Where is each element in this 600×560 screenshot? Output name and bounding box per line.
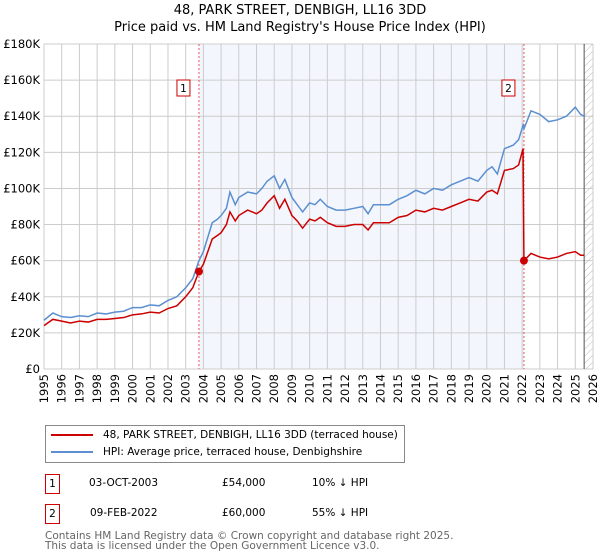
x-tick-label: 2005	[214, 374, 228, 403]
transaction-hpi: 55% ↓ HPI	[312, 507, 369, 519]
price-chart: £0 £20K £40K £60K £80K £100K £120K £140K £160K £1…	[3, 37, 600, 403]
x-tick-label: 1996	[55, 374, 69, 403]
x-tick-label: 2016	[409, 374, 423, 403]
x-tick-label: 2001	[143, 374, 157, 403]
x-tick-label: 1997	[72, 374, 86, 403]
x-tick-label: 2018	[444, 374, 458, 403]
x-tick-label: 2010	[303, 374, 317, 403]
transaction-marker: 2	[45, 504, 60, 524]
x-tick-label: 2023	[533, 374, 547, 403]
transaction-price: £54,000	[222, 477, 266, 489]
legend-item-hpi: HPI: Average price, terraced house, Denb…	[51, 446, 362, 458]
x-tick-label: 2007	[250, 374, 264, 403]
legend-swatch-red	[51, 434, 93, 436]
x-tick-label: 2017	[427, 374, 441, 403]
x-tick-label: 2009	[285, 374, 299, 403]
x-tick-label: 1995	[37, 374, 51, 403]
legend-label: HPI: Average price, terraced house, Denb…	[103, 446, 363, 458]
transaction-date: 09-FEB-2022	[90, 507, 158, 519]
sale-point	[519, 256, 528, 265]
annotation-box	[176, 79, 191, 97]
footer: Contains HM Land Registry data © Crown c…	[45, 530, 454, 552]
x-tick-label: 2008	[267, 374, 281, 403]
y-tick-label: £120K	[3, 145, 40, 159]
x-tick-label: 2019	[462, 374, 476, 403]
legend-swatch-blue	[51, 451, 93, 453]
y-tick-label: £0	[25, 362, 40, 376]
x-tick-label: 2026	[586, 374, 600, 403]
price-paid-line	[43, 148, 585, 327]
x-tick-label: 2002	[161, 374, 175, 403]
y-tick-label: £100K	[3, 181, 40, 195]
x-tick-label: 2025	[568, 374, 582, 403]
transaction-hpi: 10% ↓ HPI	[312, 477, 369, 489]
legend-item-property: 48, PARK STREET, DENBIGH, LL16 3DD (terr…	[51, 429, 398, 441]
y-tick-label: £20K	[11, 326, 41, 340]
transaction-row: 1 03-OCT-2003 £54,000 10% ↓ HPI	[45, 474, 405, 494]
y-tick-label: £140K	[3, 109, 40, 123]
legend-label: 48, PARK STREET, DENBIGH, LL16 3DD (terr…	[103, 429, 398, 441]
footer-line: This data is licensed under the Open Gov…	[45, 540, 380, 552]
x-tick-label: 2022	[515, 374, 529, 403]
x-tick-label: 2003	[179, 374, 193, 403]
hpi-line	[43, 106, 585, 321]
annotation-label: 1	[180, 83, 187, 95]
chart-title: 48, PARK STREET, DENBIGH, LL16 3DD	[173, 3, 427, 18]
x-tick-label: 2006	[232, 374, 246, 403]
y-tick-label: £160K	[3, 73, 40, 87]
transaction-date: 03-OCT-2003	[89, 477, 158, 489]
x-tick-label: 2000	[126, 374, 140, 403]
y-tick-label: £40K	[11, 290, 41, 304]
forecast-hatch	[584, 44, 593, 369]
annotation-label: 2	[505, 83, 512, 95]
x-tick-label: 2021	[497, 374, 511, 403]
x-tick-label: 1999	[108, 374, 122, 403]
x-tick-label: 2011	[320, 374, 334, 403]
y-tick-label: £180K	[3, 37, 40, 51]
transaction-price: £60,000	[222, 507, 266, 519]
x-tick-label: 2013	[356, 374, 370, 403]
transaction-marker: 1	[45, 474, 60, 494]
chart-subtitle: Price paid vs. HM Land Registry's House …	[114, 20, 486, 35]
x-tick-label: 2024	[551, 374, 565, 403]
sale-point	[194, 267, 203, 276]
x-tick-label: 2004	[196, 374, 210, 403]
legend: 48, PARK STREET, DENBIGH, LL16 3DD (terr…	[45, 425, 405, 463]
x-tick-label: 2012	[338, 374, 352, 403]
x-tick-label: 1998	[90, 374, 104, 403]
transaction-row: 2 09-FEB-2022 £60,000 55% ↓ HPI	[45, 504, 405, 524]
x-tick-label: 2015	[391, 374, 405, 403]
annotation-box	[501, 79, 516, 97]
x-tick-label: 2020	[480, 374, 494, 403]
y-tick-label: £60K	[11, 254, 41, 268]
footer-line: Contains HM Land Registry data © Crown c…	[45, 530, 454, 542]
x-tick-label: 2014	[373, 374, 387, 403]
y-tick-label: £80K	[11, 218, 41, 232]
